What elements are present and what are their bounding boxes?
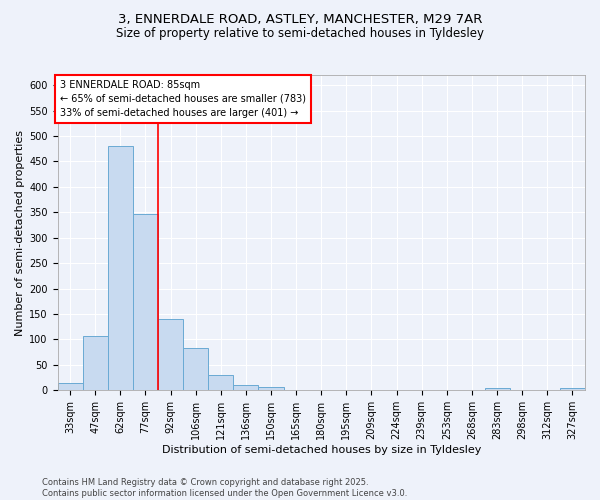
Bar bbox=[233, 385, 259, 390]
Text: Contains HM Land Registry data © Crown copyright and database right 2025.
Contai: Contains HM Land Registry data © Crown c… bbox=[42, 478, 407, 498]
X-axis label: Distribution of semi-detached houses by size in Tyldesley: Distribution of semi-detached houses by … bbox=[161, 445, 481, 455]
Bar bbox=[83, 336, 108, 390]
Bar bbox=[259, 388, 284, 390]
Bar bbox=[158, 319, 183, 390]
Y-axis label: Number of semi-detached properties: Number of semi-detached properties bbox=[15, 130, 25, 336]
Bar bbox=[560, 388, 585, 390]
Bar bbox=[208, 375, 233, 390]
Bar bbox=[108, 146, 133, 390]
Bar bbox=[58, 382, 83, 390]
Bar bbox=[183, 348, 208, 391]
Text: Size of property relative to semi-detached houses in Tyldesley: Size of property relative to semi-detach… bbox=[116, 28, 484, 40]
Text: 3 ENNERDALE ROAD: 85sqm
← 65% of semi-detached houses are smaller (783)
33% of s: 3 ENNERDALE ROAD: 85sqm ← 65% of semi-de… bbox=[60, 80, 306, 118]
Text: 3, ENNERDALE ROAD, ASTLEY, MANCHESTER, M29 7AR: 3, ENNERDALE ROAD, ASTLEY, MANCHESTER, M… bbox=[118, 12, 482, 26]
Bar bbox=[133, 214, 158, 390]
Bar bbox=[485, 388, 509, 390]
